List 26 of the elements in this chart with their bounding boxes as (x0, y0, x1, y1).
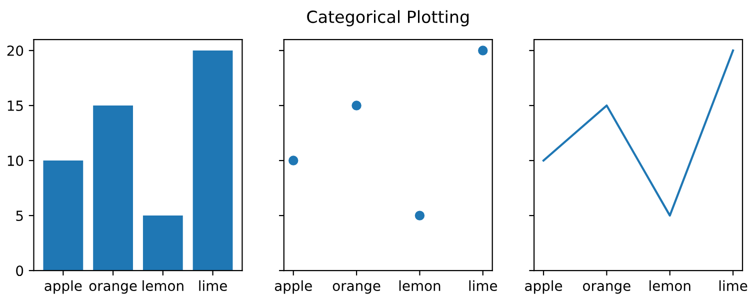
point (352, 100, 362, 110)
bar (142, 216, 183, 271)
bar (43, 160, 84, 271)
point (414, 210, 425, 220)
x-tick-label: lime (199, 280, 227, 292)
bar (93, 106, 133, 271)
x-tick-label: orange (583, 283, 630, 294)
x-tick-label: lemon (399, 280, 440, 292)
x-tick-label: apple (525, 280, 562, 294)
x-tick-label: lemon (142, 280, 184, 292)
y-tick-label: 10 (8, 156, 24, 166)
point (288, 156, 298, 166)
y-tick-label: 20 (7, 45, 24, 56)
x-tick-label: lemon (650, 280, 690, 292)
x-tick-label: apple (274, 280, 312, 294)
x-tick-label: lime (719, 280, 748, 292)
point (478, 46, 488, 56)
y-tick-label: 0 (16, 266, 24, 276)
x-tick-label: apple (44, 280, 82, 294)
y-tick-label: 15 (8, 100, 23, 112)
y-tick-label: 5 (16, 210, 23, 222)
x-tick-label: lime (469, 280, 498, 292)
x-tick-label: orange (89, 283, 137, 294)
x-tick-label: orange (332, 283, 380, 294)
bar (192, 50, 233, 271)
chart-title: Categorical Plotting (307, 10, 469, 26)
